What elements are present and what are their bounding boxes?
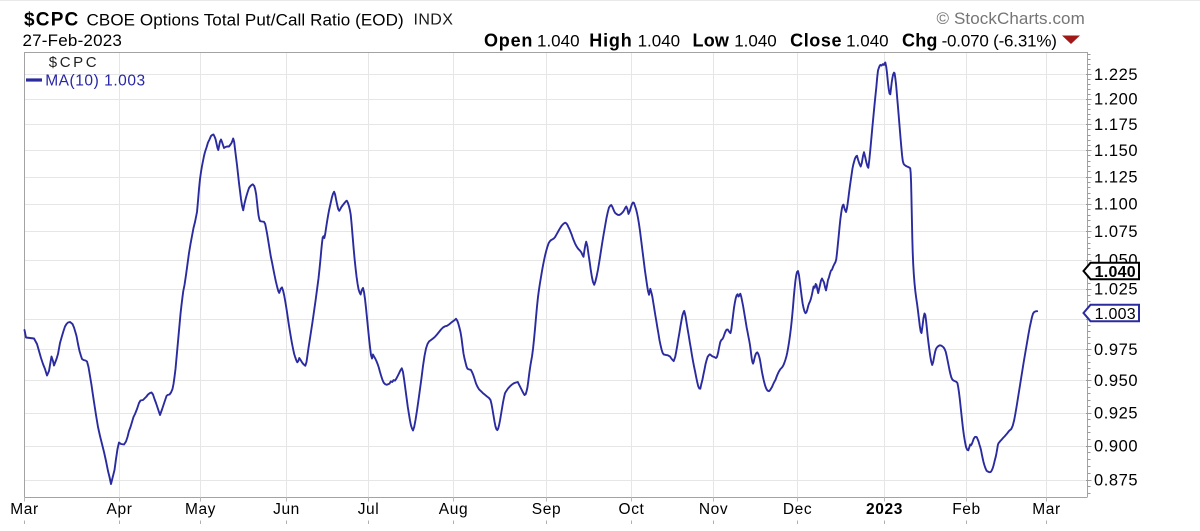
svg-text:Open: Open xyxy=(484,31,533,51)
svg-text:1.075: 1.075 xyxy=(1094,223,1138,241)
svg-text:MA(10) 1.003: MA(10) 1.003 xyxy=(45,73,146,90)
svg-text:Close: Close xyxy=(790,31,842,51)
svg-text:$CPC: $CPC xyxy=(24,10,79,31)
svg-text:1.040: 1.040 xyxy=(1095,264,1136,281)
svg-text:High: High xyxy=(589,31,632,51)
svg-text:1.040: 1.040 xyxy=(638,32,681,51)
svg-text:0.975: 0.975 xyxy=(1094,341,1138,359)
svg-text:0.900: 0.900 xyxy=(1094,437,1138,455)
svg-text:Jun: Jun xyxy=(273,501,300,518)
svg-text:1.025: 1.025 xyxy=(1094,281,1138,299)
svg-text:0.925: 0.925 xyxy=(1094,404,1138,422)
svg-text:-0.070 (-6.31%): -0.070 (-6.31%) xyxy=(942,32,1057,51)
svg-text:1.040: 1.040 xyxy=(537,32,580,51)
svg-text:1.040: 1.040 xyxy=(846,32,889,51)
svg-text:Jul: Jul xyxy=(358,501,380,518)
svg-text:1.175: 1.175 xyxy=(1094,116,1138,134)
svg-text:2023: 2023 xyxy=(866,501,903,518)
svg-text:27-Feb-2023: 27-Feb-2023 xyxy=(23,31,123,50)
svg-text:Apr: Apr xyxy=(107,501,133,518)
svg-text:Oct: Oct xyxy=(619,501,645,518)
svg-text:Low: Low xyxy=(693,31,730,51)
svg-text:1.100: 1.100 xyxy=(1094,196,1138,214)
svg-text:1.225: 1.225 xyxy=(1094,66,1138,84)
svg-text:Nov: Nov xyxy=(699,501,728,518)
svg-text:Mar: Mar xyxy=(10,501,39,518)
svg-text:May: May xyxy=(185,501,216,518)
svg-text:$CPC: $CPC xyxy=(49,54,99,71)
svg-text:© StockCharts.com: © StockCharts.com xyxy=(937,9,1085,28)
svg-text:1.200: 1.200 xyxy=(1094,91,1138,109)
svg-text:Sep: Sep xyxy=(532,501,561,518)
svg-text:Dec: Dec xyxy=(783,501,812,518)
svg-text:1.003: 1.003 xyxy=(1095,306,1136,323)
svg-text:Feb: Feb xyxy=(952,501,981,518)
svg-text:Aug: Aug xyxy=(439,501,468,518)
svg-text:1.040: 1.040 xyxy=(734,32,777,51)
svg-text:Chg: Chg xyxy=(902,31,938,51)
svg-text:Mar: Mar xyxy=(1032,501,1061,518)
svg-text:INDX: INDX xyxy=(414,12,454,29)
svg-text:0.950: 0.950 xyxy=(1094,372,1138,390)
svg-text:0.875: 0.875 xyxy=(1094,471,1138,489)
svg-text:1.125: 1.125 xyxy=(1094,168,1138,186)
svg-text:CBOE Options Total Put/Call Ra: CBOE Options Total Put/Call Ratio (EOD) xyxy=(87,11,404,30)
svg-text:1.150: 1.150 xyxy=(1094,142,1138,160)
